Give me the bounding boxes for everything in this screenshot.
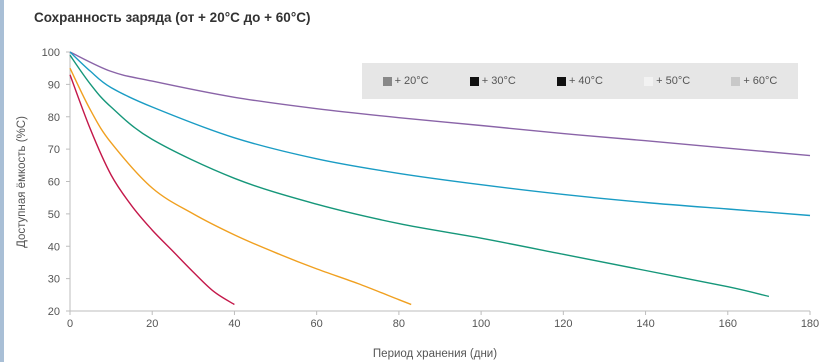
x-tick-label: 0 xyxy=(67,318,73,330)
y-tick-label: 20 xyxy=(48,306,60,318)
series-layer xyxy=(69,51,811,306)
x-tick-label: 20 xyxy=(146,318,158,330)
legend-item: + 20°C xyxy=(362,75,449,87)
legend-row: + 20°C + 30°C + 40°C + 50°C + 60°C xyxy=(362,63,798,99)
x-tick-label: 160 xyxy=(719,318,737,330)
legend-item: + 60°C xyxy=(711,75,798,87)
legend-label: + 30°C xyxy=(481,75,516,87)
legend-swatch xyxy=(644,76,654,86)
y-tick-label: 30 xyxy=(48,274,60,286)
x-tick-label: 60 xyxy=(311,318,323,330)
y-tick-label: 50 xyxy=(48,209,60,221)
series-line-5 xyxy=(69,74,235,306)
legend-label: + 40°C xyxy=(568,75,603,87)
series-line-4 xyxy=(69,67,412,306)
x-axis-label: Период хранения (дни) xyxy=(373,348,497,360)
x-tick-label: 120 xyxy=(554,318,572,330)
legend-swatch xyxy=(469,76,479,86)
x-tick-label: 140 xyxy=(636,318,654,330)
legend-swatch xyxy=(731,76,741,86)
chart-title: Сохранность заряда (от + 20°C до + 60°C) xyxy=(34,10,311,25)
y-tick-label: 80 xyxy=(48,112,60,124)
legend-label: + 20°C xyxy=(394,75,429,87)
y-axis-label: Доступная ёмкость (%С) xyxy=(16,116,28,248)
series-line-2 xyxy=(69,51,811,217)
window-edge-strip xyxy=(0,0,4,362)
series-line-3 xyxy=(69,54,770,298)
x-tick-label: 80 xyxy=(393,318,405,330)
legend-item: + 50°C xyxy=(624,75,711,87)
x-tick-label: 180 xyxy=(801,318,819,330)
legend-label: + 50°C xyxy=(656,75,691,87)
x-tick-label: 40 xyxy=(228,318,240,330)
legend: + 20°C + 30°C + 40°C + 50°C + 60°C xyxy=(362,63,798,99)
legend-label: + 60°C xyxy=(743,75,778,87)
legend-item: + 30°C xyxy=(449,75,536,87)
legend-swatch xyxy=(382,76,392,86)
x-tick-label: 100 xyxy=(472,318,490,330)
y-tick-label: 100 xyxy=(42,47,60,59)
legend-swatch xyxy=(556,76,566,86)
y-tick-label: 40 xyxy=(48,241,60,253)
legend-item: + 40°C xyxy=(536,75,623,87)
axes-layer: 0 20 40 60 80 100 120 140 160 180 20 30 40 50 60 70 80 90… xyxy=(42,47,820,330)
y-tick-label: 70 xyxy=(48,144,60,156)
y-tick-label: 60 xyxy=(48,177,60,189)
y-tick-label: 90 xyxy=(48,79,60,91)
series-line-1 xyxy=(69,51,811,157)
